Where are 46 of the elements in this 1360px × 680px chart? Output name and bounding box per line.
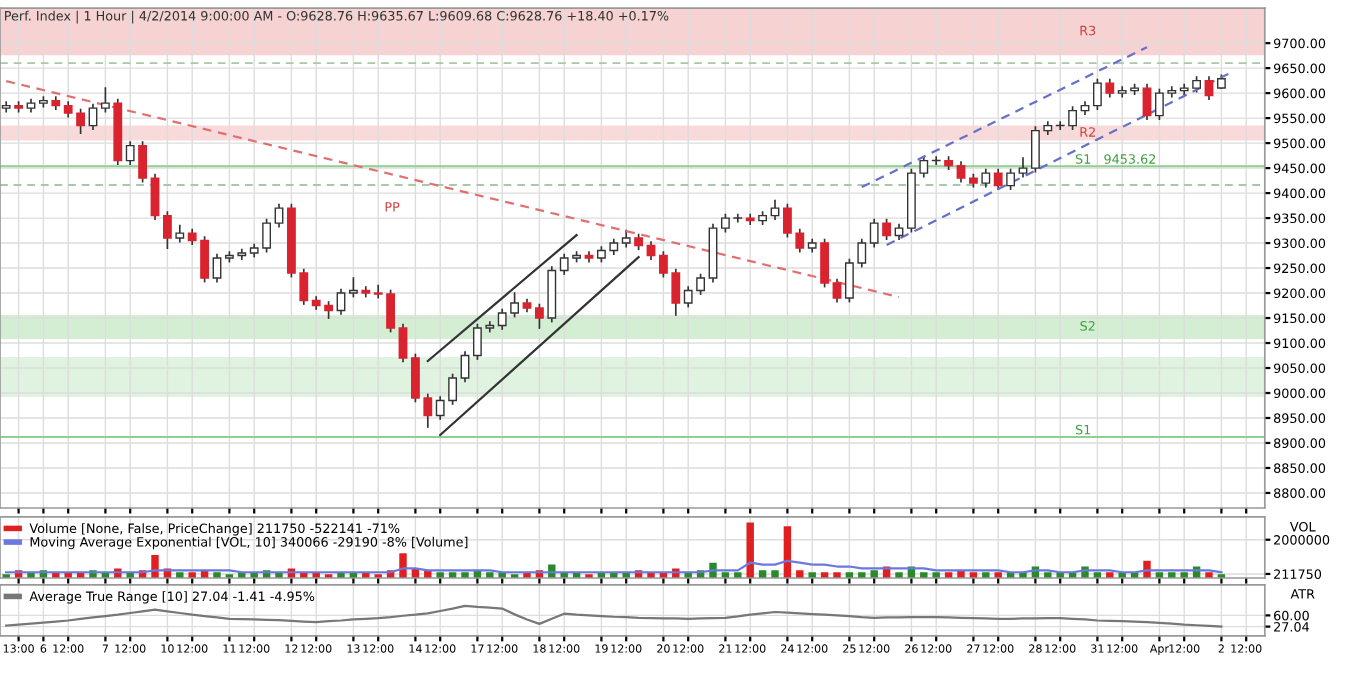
candlestick (460, 351, 470, 383)
bar (833, 572, 841, 578)
candlestick (212, 253, 222, 283)
candlestick (770, 199, 780, 220)
bar (188, 572, 196, 578)
candlestick (150, 173, 160, 220)
bar (994, 572, 1002, 578)
bar (870, 570, 878, 578)
bar (808, 572, 816, 578)
candlestick (1018, 157, 1028, 178)
bar (461, 572, 469, 578)
bar (796, 570, 804, 578)
bar (486, 572, 494, 578)
bar (920, 572, 928, 578)
candlestick (125, 141, 135, 165)
candlestick (398, 323, 408, 363)
candlestick (274, 203, 284, 228)
bar (1044, 572, 1052, 578)
bar (771, 570, 779, 578)
bar (895, 572, 903, 578)
bar (1168, 572, 1176, 578)
bar (734, 572, 742, 578)
bar (436, 572, 444, 578)
candlestick (956, 161, 966, 183)
candlestick (1092, 78, 1102, 110)
bar (1106, 572, 1114, 578)
candlestick (348, 277, 358, 298)
candlestick (1142, 83, 1152, 120)
bar (1180, 572, 1188, 578)
candlestick (832, 278, 842, 303)
bar (932, 572, 940, 578)
bar (746, 522, 754, 578)
candlestick (336, 288, 346, 315)
candlestick (547, 266, 557, 323)
candlestick (88, 103, 98, 130)
bar (858, 572, 866, 578)
bar (1205, 572, 1213, 578)
bar (151, 555, 159, 578)
bar (213, 572, 221, 578)
line-series (5, 604, 1223, 628)
candlestick (1006, 168, 1016, 190)
candlestick (869, 218, 879, 248)
candlestick (100, 87, 110, 113)
candlestick (1204, 76, 1214, 100)
bar (982, 572, 990, 578)
bar (176, 572, 184, 578)
